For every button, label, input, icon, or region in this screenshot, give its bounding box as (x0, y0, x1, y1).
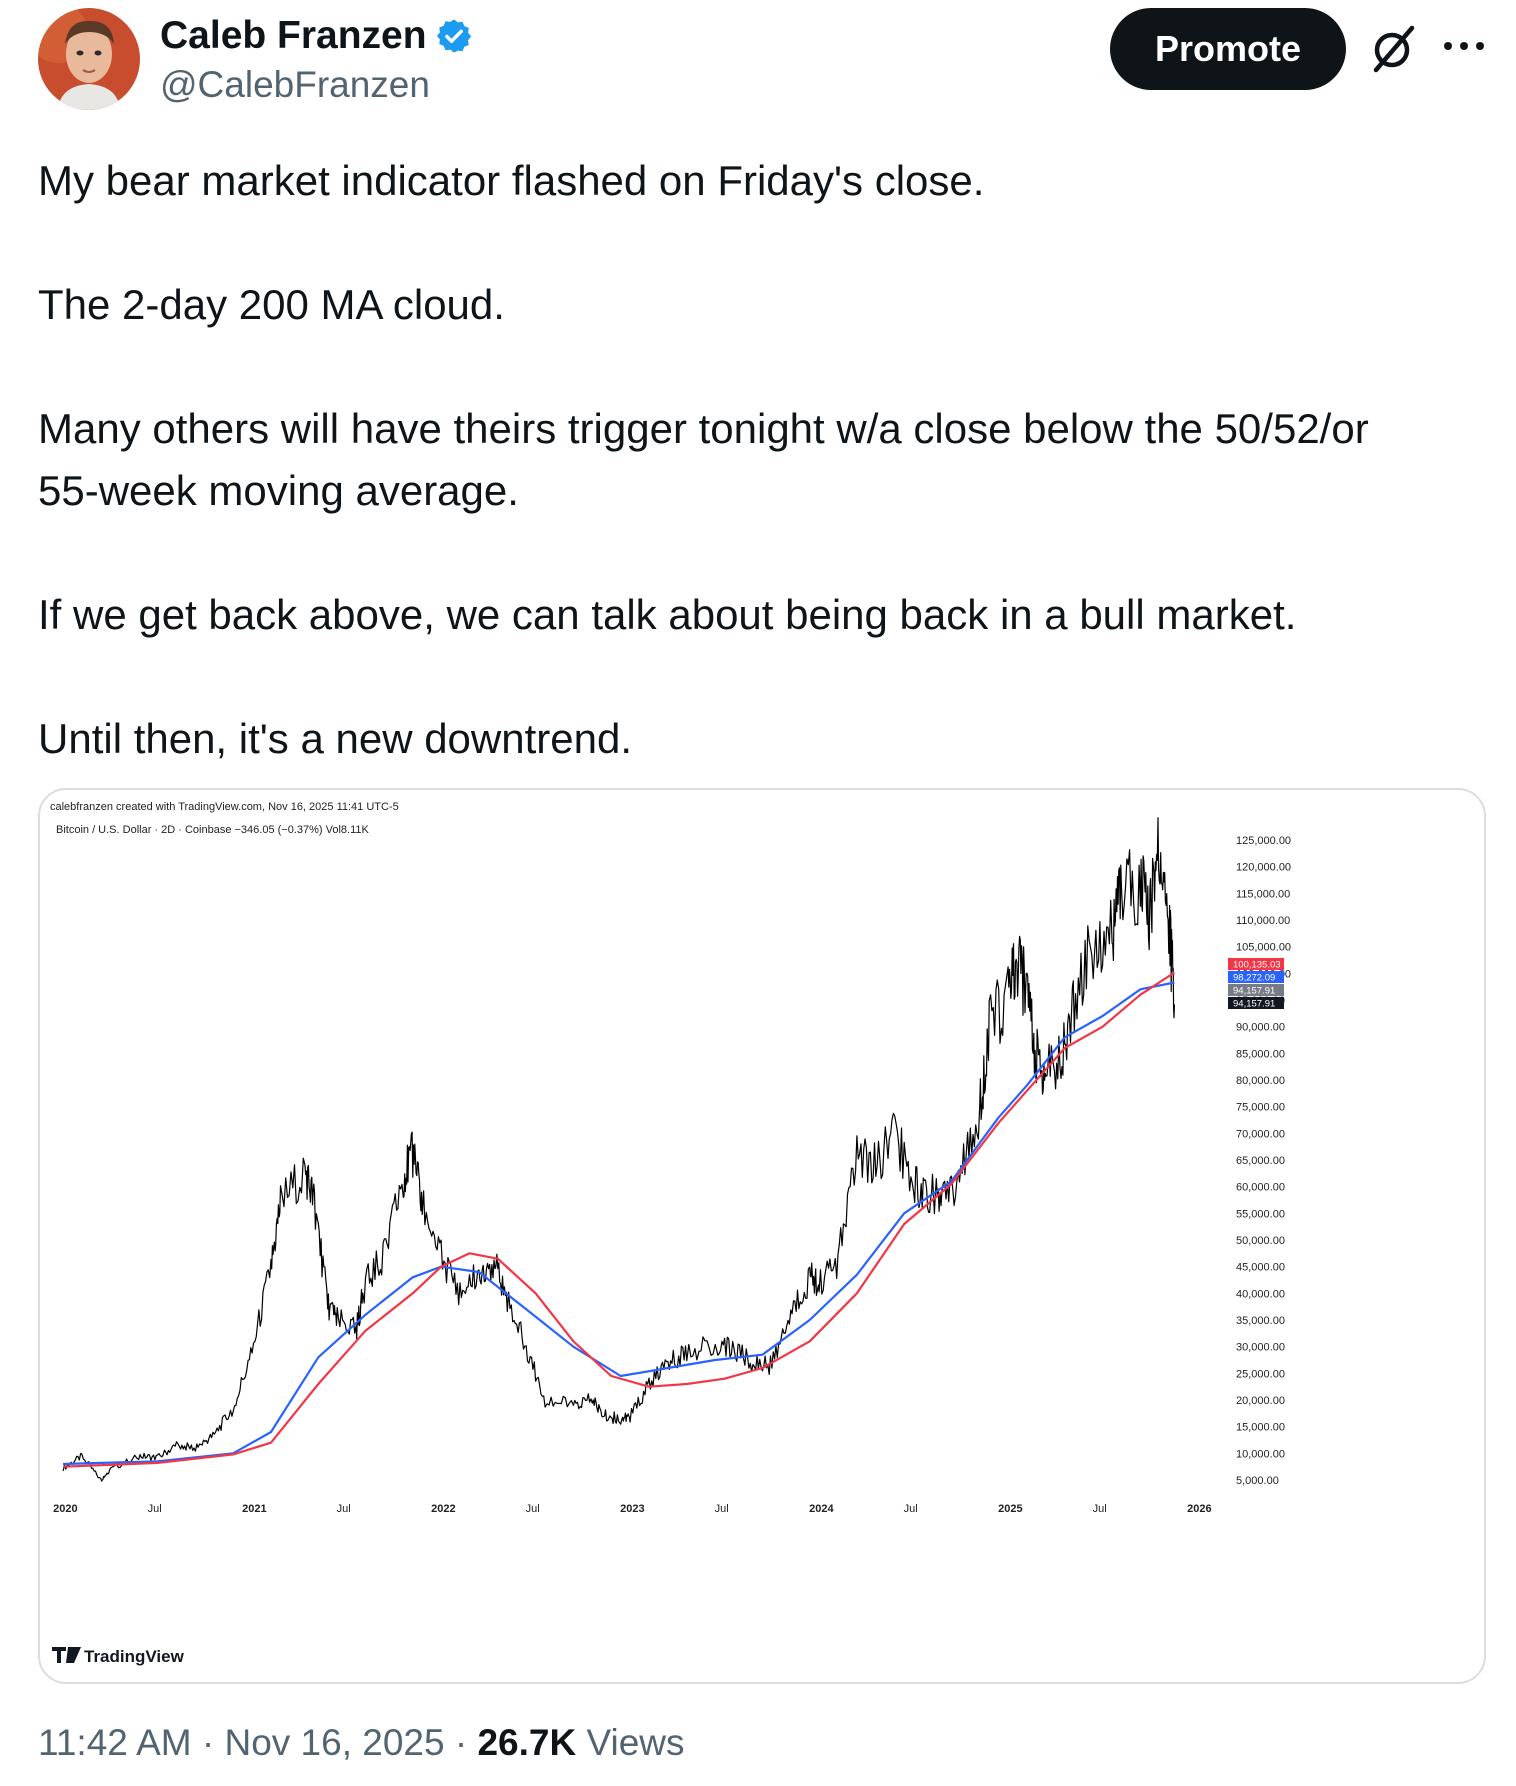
views-label: Views (576, 1722, 685, 1763)
tradingview-logo-text: TradingView (84, 1647, 185, 1666)
price-badge (1228, 971, 1284, 983)
y-tick-label: 110,000.00 (1236, 915, 1290, 927)
x-tick-label: Jul (1093, 1503, 1107, 1515)
price-badge-label: 94,157.91 (1233, 999, 1275, 1010)
y-tick-label: 80,000.00 (1236, 1075, 1285, 1087)
y-tick-label: 15,000.00 (1236, 1422, 1285, 1434)
y-tick-label: 55,000.00 (1236, 1208, 1285, 1220)
tradingview-logo: TradingView (52, 1647, 185, 1666)
author-handle[interactable]: @CalebFranzen (160, 64, 430, 105)
y-tick-label: 25,000.00 (1236, 1368, 1285, 1380)
x-tick-label: Jul (148, 1503, 162, 1515)
series-line (63, 971, 1175, 1468)
y-tick-label: 70,000.00 (1236, 1128, 1285, 1140)
y-tick-label: 120,000.00 (1236, 862, 1291, 874)
y-tick-label: 40,000.00 (1236, 1288, 1285, 1300)
author-name-text: Caleb Franzen (160, 14, 427, 57)
x-tick-label: 2026 (1187, 1503, 1211, 1515)
y-tick-label: 10,000.00 (1236, 1448, 1285, 1460)
x-tick-label: 2020 (53, 1503, 77, 1515)
tradingview-logo-icon (52, 1647, 81, 1663)
price-badge (1228, 997, 1284, 1009)
tweet-time[interactable]: 11:42 AM (38, 1722, 192, 1763)
y-tick-label: 20,000.00 (1236, 1395, 1285, 1407)
tweet-meta: 11:42 AM · Nov 16, 2025 · 26.7K Views (38, 1722, 685, 1764)
views-count: 26.7K (477, 1722, 577, 1763)
tweet-date[interactable]: Nov 16, 2025 (224, 1722, 445, 1763)
avatar-image (38, 8, 140, 110)
x-tick-label: Jul (337, 1503, 351, 1515)
verified-badge-icon (436, 19, 471, 53)
meta-separator: · (444, 1722, 478, 1763)
y-tick-label: 90,000.00 (1236, 1022, 1285, 1034)
price-badge (1228, 984, 1284, 996)
chart-card[interactable]: calebfranzen created with TradingView.co… (38, 788, 1486, 1684)
x-tick-label: 2022 (431, 1503, 455, 1515)
y-tick-label: 45,000.00 (1236, 1262, 1285, 1274)
y-tick-label: 30,000.00 (1236, 1342, 1285, 1354)
price-badge-label: 98,272.09 (1233, 973, 1275, 984)
y-tick-label: 5,000.00 (1236, 1475, 1279, 1487)
chart-series (62, 817, 1175, 1482)
x-tick-label: 2021 (242, 1503, 266, 1515)
grok-icon[interactable] (1368, 20, 1418, 76)
avatar[interactable] (38, 8, 140, 110)
x-tick-label: 2024 (809, 1503, 834, 1515)
y-tick-label: 85,000.00 (1236, 1048, 1285, 1060)
x-tick-label: 2023 (620, 1503, 644, 1515)
y-tick-label: 65,000.00 (1236, 1155, 1285, 1167)
y-axis-ticks: 125,000.00 120,000.00 115,000.00 110,000.00… (1236, 835, 1291, 1487)
y-tick-label: 125,000.00 (1236, 835, 1291, 847)
chart-created-caption: calebfranzen created with TradingView.co… (50, 801, 399, 813)
promote-button[interactable]: Promote (1110, 8, 1346, 90)
more-icon[interactable] (1440, 36, 1490, 56)
tweet-text: My bear market indicator flashed on Frid… (38, 157, 1369, 762)
x-tick-label: Jul (904, 1503, 918, 1515)
price-chart: calebfranzen created with TradingView.co… (50, 801, 1291, 1666)
y-tick-label: 35,000.00 (1236, 1315, 1285, 1327)
meta-separator: · (191, 1722, 225, 1763)
series-line (63, 981, 1175, 1466)
price-badge-label: 100,135.03 (1233, 960, 1281, 971)
price-badge (1228, 958, 1284, 970)
y-tick-label: 75,000.00 (1236, 1102, 1285, 1114)
y-tick-label: 115,000.00 (1236, 888, 1290, 900)
y-tick-label: 105,000.00 (1236, 942, 1291, 954)
chart-symbol-caption: Bitcoin / U.S. Dollar · 2D · Coinbase −3… (56, 824, 370, 836)
price-badges: 100,135.03 98,272.09 94,157.91 94,157.91 (1228, 958, 1284, 1010)
x-tick-label: 2025 (998, 1503, 1022, 1515)
x-tick-label: Jul (526, 1503, 540, 1515)
x-axis-ticks: 2020 Jul 2021 Jul 2022 Jul 2023 Jul 2024 Jul 2025 J… (53, 1503, 1211, 1515)
price-badge-label: 94,157.91 (1233, 986, 1275, 997)
x-tick-label: Jul (715, 1503, 729, 1515)
y-tick-label: 60,000.00 (1236, 1182, 1285, 1194)
author-name[interactable]: Caleb Franzen (160, 14, 473, 58)
y-tick-label: 50,000.00 (1236, 1235, 1285, 1247)
series-line (62, 817, 1175, 1482)
